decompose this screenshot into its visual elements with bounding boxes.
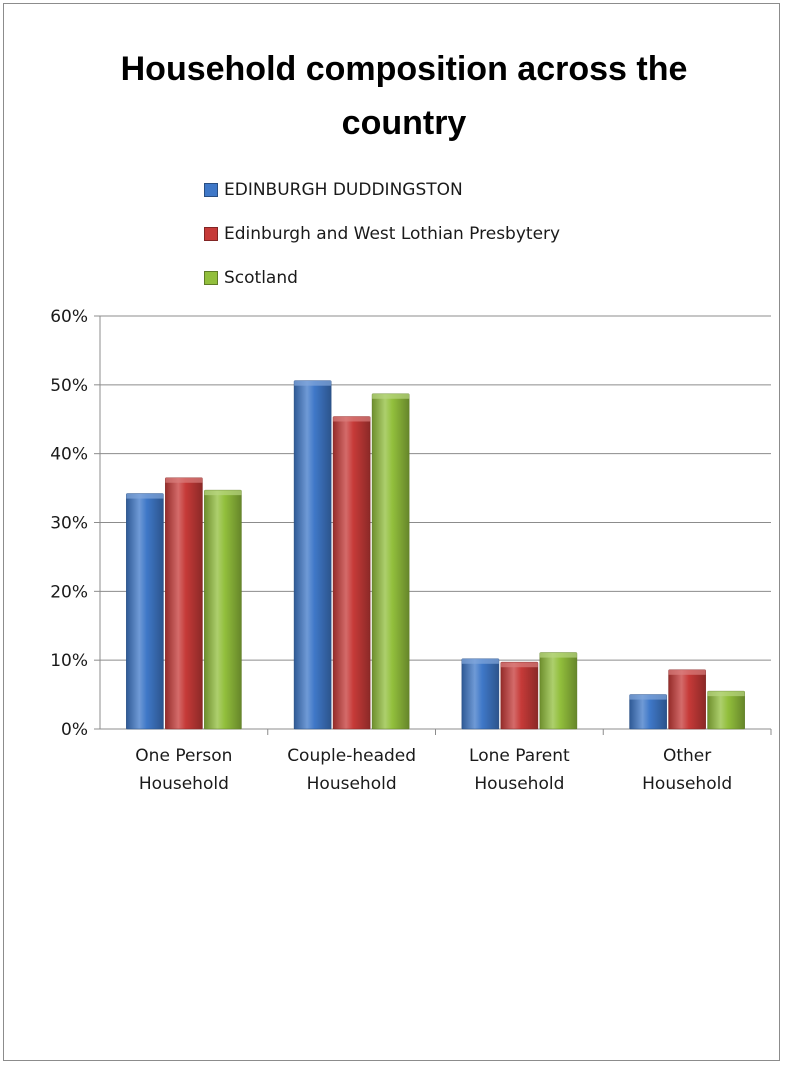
- bar-cap-3-4: [707, 691, 745, 697]
- y-tick-label: 0%: [61, 720, 88, 740]
- category-label-2-line-1: Couple-headed: [287, 746, 416, 766]
- y-tick-label: 50%: [50, 376, 88, 396]
- legend-swatch-series-3: [204, 271, 218, 285]
- bar-cap-1-3: [461, 658, 499, 664]
- legend-item-series-3: Scotland: [204, 256, 560, 300]
- bar-cap-1-2: [294, 380, 332, 386]
- y-tick-label: 10%: [50, 651, 88, 671]
- y-tick-label: 20%: [50, 582, 88, 602]
- bar-2-1: [165, 477, 203, 730]
- bar-3-1: [204, 489, 242, 730]
- legend-swatch-series-2: [204, 227, 218, 241]
- bar-3-4: [707, 690, 745, 730]
- category-label-3-line-1: Lone Parent: [469, 746, 570, 766]
- y-tick-label: 40%: [50, 445, 88, 465]
- legend-item-series-1: EDINBURGH DUDDINGSTON: [204, 168, 560, 212]
- bar-1-2: [293, 380, 332, 730]
- plot-area: 0% 10% 20% 30% 40% 50% 60% One Person Household C…: [50, 307, 772, 794]
- bar-cap-2-2: [333, 416, 371, 422]
- category-label-1-line-2: Household: [139, 774, 229, 794]
- bar-1-1: [126, 493, 164, 730]
- bar-2-2: [332, 416, 371, 730]
- legend-label-series-3: Scotland: [224, 268, 298, 288]
- category-label-4-line-2: Household: [642, 774, 732, 794]
- bar-2-4: [668, 669, 706, 730]
- bar-cap-2-1: [165, 477, 203, 483]
- bar-1-3: [461, 658, 500, 730]
- bar-cap-3-2: [372, 393, 410, 399]
- bar-2-3: [500, 661, 539, 730]
- category-label-3-line-2: Household: [474, 774, 564, 794]
- category-label-4-line-1: Other: [663, 746, 711, 766]
- bar-1-4: [629, 694, 667, 730]
- legend-label-series-2: Edinburgh and West Lothian Presbytery: [224, 224, 561, 244]
- bar-3-3: [539, 652, 578, 730]
- bar-cap-3-3: [539, 652, 577, 658]
- chart-legend: EDINBURGH DUDDINGSTON Edinburgh and West…: [204, 168, 560, 300]
- chart-title: Household composition across the country: [120, 50, 688, 142]
- bar-3-2: [371, 393, 410, 730]
- bar-cap-2-3: [500, 662, 538, 668]
- legend-swatch-series-1: [204, 183, 218, 197]
- bar-cap-2-4: [668, 669, 706, 675]
- category-label-2-line-2: Household: [307, 774, 397, 794]
- chart-frame: Household composition across the country…: [3, 3, 780, 1061]
- bar-cap-3-1: [204, 490, 242, 496]
- legend-item-series-2: Edinburgh and West Lothian Presbytery: [204, 212, 560, 256]
- category-label-1-line-1: One Person: [135, 746, 232, 766]
- bar-cap-1-1: [126, 493, 164, 499]
- y-tick-label: 60%: [50, 307, 88, 327]
- bar-cap-1-4: [629, 694, 667, 700]
- y-tick-label: 30%: [50, 514, 88, 534]
- legend-label-series-1: EDINBURGH DUDDINGSTON: [224, 180, 463, 200]
